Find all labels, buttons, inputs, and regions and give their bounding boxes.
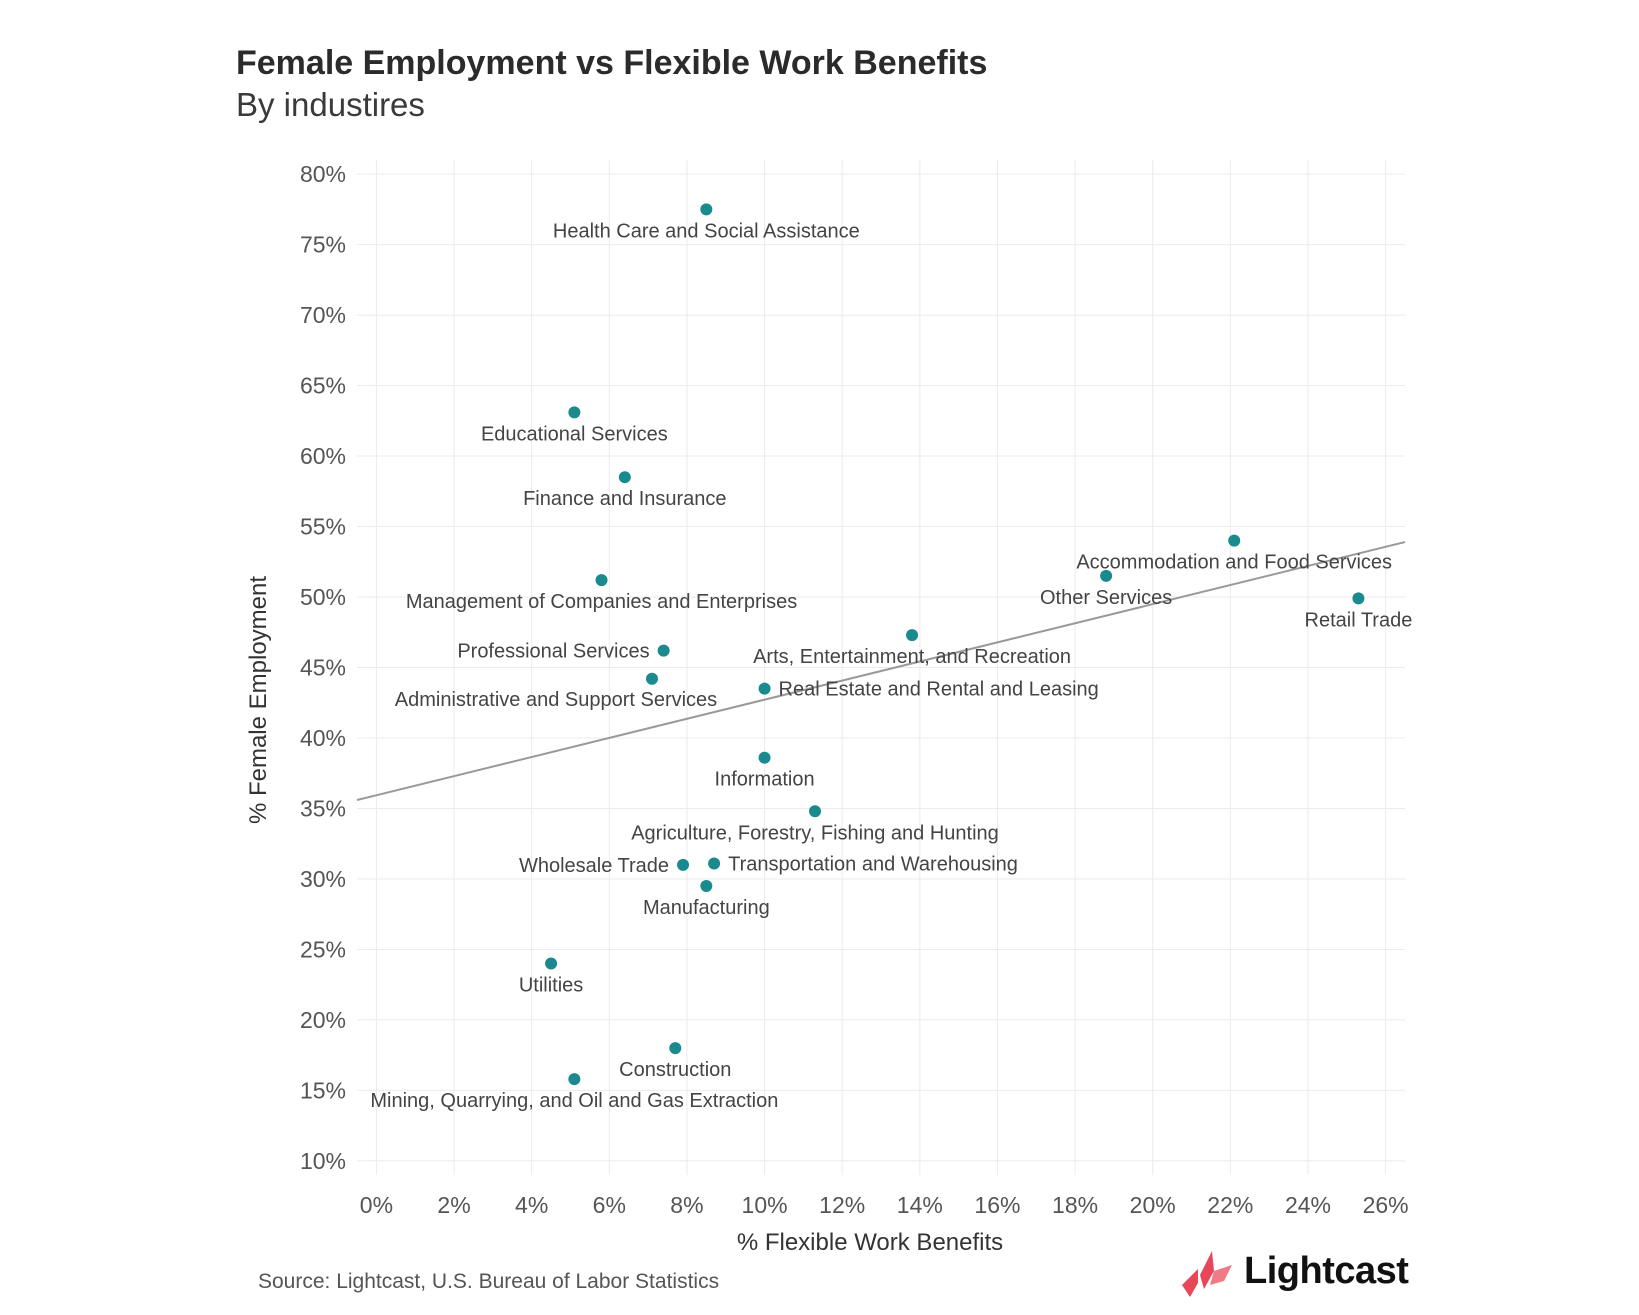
point-label: Accommodation and Food Services: [1076, 552, 1392, 574]
point-label: Other Services: [1040, 587, 1172, 609]
data-point: [906, 629, 918, 641]
point-labels: Health Care and Social Assistance Educati…: [370, 220, 1412, 1112]
data-point: [619, 471, 631, 483]
x-tick-label: 18%: [1052, 1192, 1098, 1218]
point-label: Arts, Entertainment, and Recreation: [753, 646, 1071, 668]
x-tick-label: 14%: [897, 1192, 943, 1218]
point-label: Information: [715, 769, 815, 791]
point-label: Finance and Insurance: [523, 488, 726, 510]
point-label: Transportation and Warehousing: [728, 853, 1018, 875]
lightcast-logo-text: Lightcast: [1244, 1250, 1408, 1293]
source-note: Source: Lightcast, U.S. Bureau of Labor …: [258, 1270, 719, 1294]
point-label: Mining, Quarrying, and Oil and Gas Extra…: [370, 1090, 778, 1112]
trendline-group: [357, 542, 1405, 800]
x-tick-label: 22%: [1207, 1192, 1253, 1218]
x-tick-label: 0%: [360, 1192, 393, 1218]
data-point: [708, 857, 720, 869]
data-point: [1228, 535, 1240, 547]
x-tick-label: 16%: [974, 1192, 1020, 1218]
y-tick-label: 20%: [300, 1007, 346, 1033]
data-point: [646, 673, 658, 685]
data-point: [700, 203, 712, 215]
trendline: [357, 542, 1405, 800]
y-tick-label: 75%: [300, 232, 346, 258]
data-point: [568, 1073, 580, 1085]
y-tick-label: 10%: [300, 1148, 346, 1174]
data-point: [759, 752, 771, 764]
x-tick-label: 24%: [1285, 1192, 1331, 1218]
x-tick-label: 6%: [593, 1192, 626, 1218]
point-label: Construction: [619, 1059, 731, 1081]
y-tick-label: 45%: [300, 655, 346, 681]
point-label: Agriculture, Forestry, Fishing and Hunti…: [631, 822, 999, 844]
data-point: [568, 406, 580, 418]
point-label: Manufacturing: [643, 897, 770, 919]
y-tick-label: 80%: [300, 161, 346, 187]
y-tick-label: 65%: [300, 373, 346, 399]
point-label: Utilities: [519, 975, 583, 997]
y-tick-label: 50%: [300, 584, 346, 610]
data-point: [677, 859, 689, 871]
point-label: Management of Companies and Enterprises: [406, 591, 797, 613]
y-tick-label: 35%: [300, 795, 346, 821]
x-axis-label: % Flexible Work Benefits: [737, 1229, 1003, 1256]
y-tick-label: 55%: [300, 514, 346, 540]
data-points: [545, 203, 1364, 1085]
data-point: [700, 880, 712, 892]
lightcast-logo-icon: [1180, 1245, 1234, 1297]
x-tick-label: 4%: [515, 1192, 548, 1218]
y-tick-label: 40%: [300, 725, 346, 751]
x-tick-label: 12%: [819, 1192, 865, 1218]
point-label: Health Care and Social Assistance: [553, 220, 860, 242]
data-point: [545, 958, 557, 970]
y-tick-label: 15%: [300, 1077, 346, 1103]
data-point: [596, 574, 608, 586]
y-tick-label: 60%: [300, 443, 346, 469]
y-tick-label: 25%: [300, 936, 346, 962]
y-tick-label: 30%: [300, 866, 346, 892]
point-label: Administrative and Support Services: [395, 689, 717, 711]
point-label: Educational Services: [481, 423, 668, 445]
data-point: [759, 683, 771, 695]
x-tick-label: 10%: [742, 1192, 788, 1218]
data-point: [658, 645, 670, 657]
scatter-plot: Health Care and Social Assistance Educati…: [0, 0, 1639, 1315]
point-label: Real Estate and Rental and Leasing: [779, 679, 1099, 701]
x-tick-label: 8%: [670, 1192, 703, 1218]
point-label: Retail Trade: [1305, 609, 1413, 631]
data-point: [669, 1042, 681, 1054]
y-axis-label: % Female Employment: [245, 576, 272, 824]
x-axis-ticks: 0% 2% 4% 6% 8% 10% 12% 14% 16% 18% 20% 22% 24% 26%: [360, 1192, 1409, 1218]
x-tick-label: 20%: [1130, 1192, 1176, 1218]
data-point: [809, 805, 821, 817]
lightcast-logo: Lightcast: [1180, 1245, 1408, 1297]
x-tick-label: 26%: [1363, 1192, 1409, 1218]
y-axis-ticks: 10% 15% 20% 25% 30% 35% 40% 45% 50% 55% 60% 65% 70% 7…: [300, 161, 346, 1174]
y-tick-label: 70%: [300, 302, 346, 328]
x-tick-label: 2%: [437, 1192, 470, 1218]
point-label: Wholesale Trade: [519, 855, 669, 877]
point-label: Professional Services: [457, 641, 649, 663]
data-point: [1352, 592, 1364, 604]
